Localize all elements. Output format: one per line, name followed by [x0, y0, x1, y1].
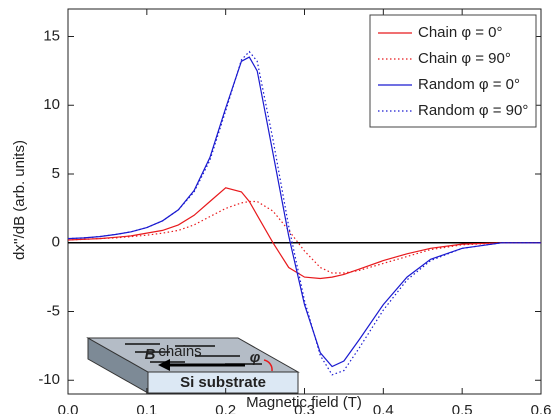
x-tick-label: 0.4	[373, 402, 394, 414]
inset-label: Si substrate	[180, 374, 266, 391]
y-tick-label: 5	[52, 165, 60, 182]
angle-arc	[263, 359, 273, 372]
legend-label: Chain φ = 90°	[418, 50, 511, 67]
x-tick-label: 0.6	[531, 402, 552, 414]
y-tick-label: -5	[47, 302, 60, 319]
chain-lines	[125, 343, 262, 365]
y-tick-label: 10	[43, 96, 60, 113]
slab-front	[147, 371, 299, 394]
y-axis-label: dx''/dB (arb. units)	[11, 140, 28, 260]
x-tick-label: 0.5	[452, 402, 473, 414]
legend-label: Random φ = 0°	[418, 76, 520, 93]
y-tick-label: 15	[43, 27, 60, 44]
x-axis-label: Magnetic field (T)	[246, 394, 362, 411]
x-tick-label: 0.1	[136, 402, 157, 414]
legend-label: Chain φ = 0°	[418, 24, 503, 41]
legend-box	[369, 14, 537, 128]
series-line	[67, 187, 541, 280]
inset-label: B	[145, 346, 156, 363]
y-tick-label: 0	[52, 234, 60, 251]
series-line	[67, 50, 541, 376]
inset	[86, 337, 300, 394]
x-tick-label: 0.2	[215, 402, 236, 414]
series-line	[67, 200, 541, 274]
x-tick-label: 0.0	[58, 402, 79, 414]
inset-label: φ	[250, 349, 261, 366]
legend-label: Random φ = 90°	[418, 102, 528, 119]
inset-label: chains	[158, 343, 201, 360]
x-tick-label: 0.3	[294, 402, 315, 414]
arrow-head	[158, 359, 170, 371]
y-tick-label: -10	[38, 371, 60, 388]
